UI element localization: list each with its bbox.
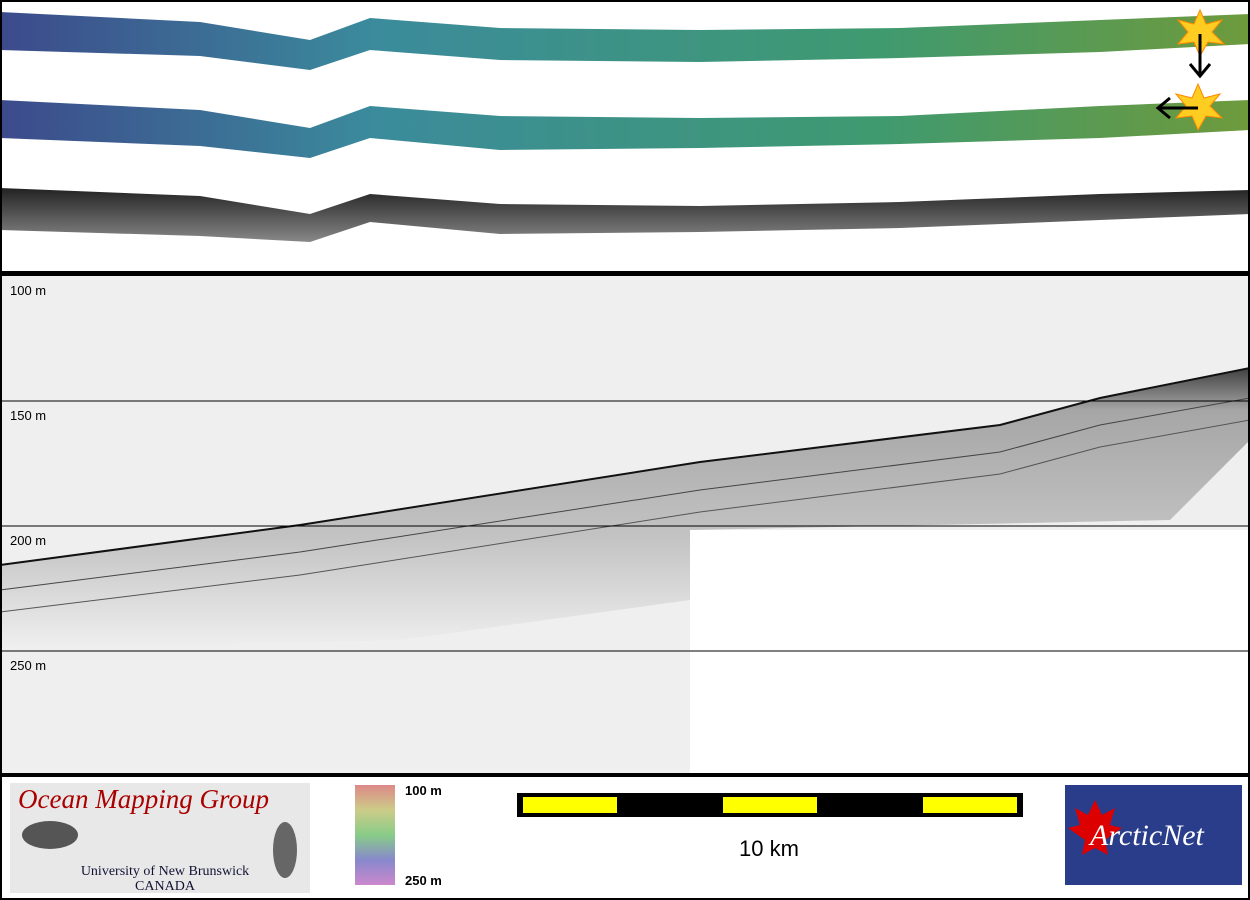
seabed-reflector [0,368,1250,650]
logo-line: University of New Brunswick [81,864,249,879]
depth-label: 100 m [10,283,46,298]
subbottom-line [0,397,1250,591]
scale-label: 10 km [739,836,799,861]
subbottom-line [0,419,1250,613]
colorbar-label: 100 m [405,783,442,798]
logo-graphic [273,822,297,878]
depth-label: 200 m [10,533,46,548]
seabed-line [0,367,1250,566]
scale-segment [923,797,1017,813]
logo-title: Ocean Mapping Group [18,784,269,814]
maple-leaf [1068,800,1122,855]
depth-label: 250 m [10,658,46,673]
scale-segment [523,797,617,813]
backscatter-swath [0,188,1250,242]
depth-label: 150 m [10,408,46,423]
logo-line: CANADA [135,879,196,894]
scale-segment [723,797,817,813]
colorbar [355,785,395,885]
colorbar-label: 250 m [405,873,442,888]
direction-arrows [1155,34,1212,120]
swath [0,12,1250,70]
swath [0,100,1250,158]
logo-graphic [22,821,78,849]
marker-star [1174,82,1224,132]
logo-text: ArcticNet [1088,819,1205,852]
